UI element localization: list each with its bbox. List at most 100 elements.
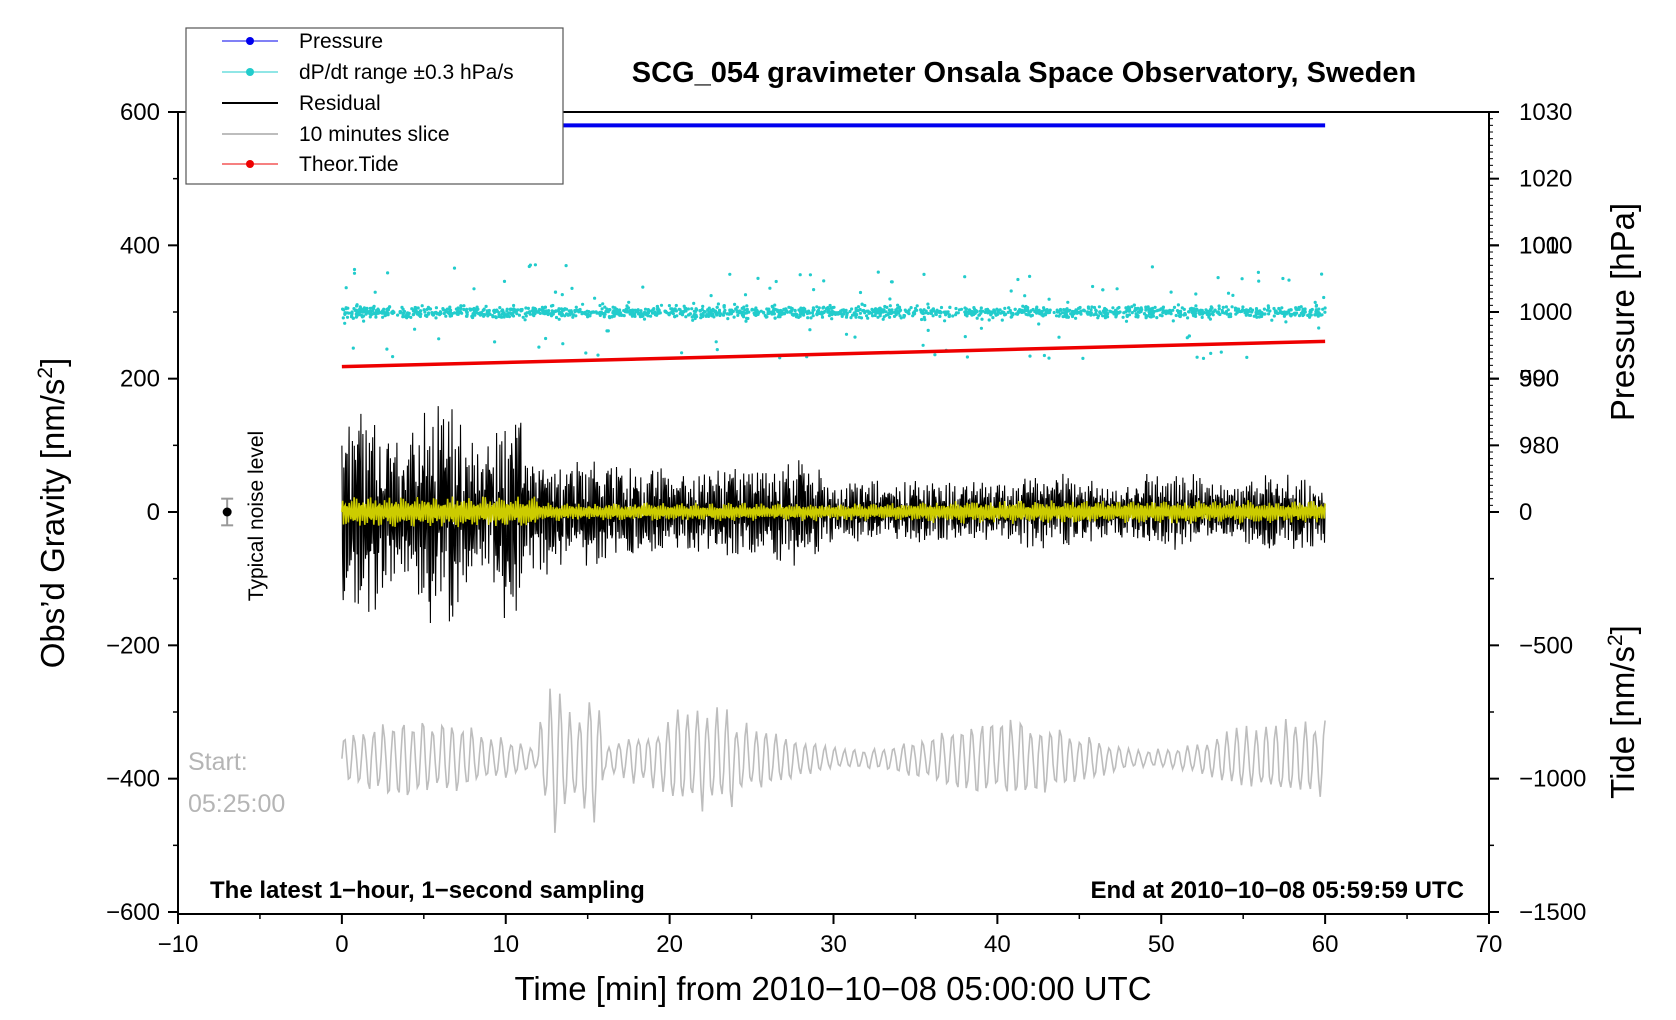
dpdt-point: [1013, 307, 1017, 311]
dpdt-point: [1234, 308, 1238, 312]
dpdt-point: [1226, 291, 1231, 295]
dpdt-point: [933, 353, 937, 357]
dpdt-point: [584, 351, 588, 355]
dpdt-point: [890, 280, 894, 284]
dpdt-point: [598, 303, 602, 308]
dpdt-point: [1247, 313, 1251, 317]
dpdt-point: [544, 336, 548, 341]
dpdt-point: [460, 311, 464, 315]
dpdt-point: [1278, 311, 1282, 315]
dpdt-point: [944, 310, 948, 314]
dpdt-point: [1201, 356, 1206, 360]
legend-item-tide: Theor.Tide: [222, 153, 399, 176]
dpdt-point: [1066, 309, 1071, 313]
dpdt-point: [475, 308, 479, 312]
dpdt-point: [794, 312, 798, 316]
dpdt-point: [574, 305, 578, 309]
dpdt-point: [1256, 312, 1260, 316]
dpdt-point: [844, 332, 849, 336]
dpdt-point: [802, 306, 806, 310]
dpdt-point: [376, 307, 380, 311]
dpdt-point: [1192, 314, 1196, 318]
dpdt-point: [1221, 305, 1225, 309]
dpdt-point: [771, 309, 776, 313]
dpdt-point: [494, 316, 498, 320]
dpdt-point: [1087, 311, 1091, 315]
dpdt-point: [1002, 310, 1006, 315]
dpdt-point: [921, 343, 925, 347]
dpdt-point: [524, 306, 528, 310]
dpdt-point: [828, 303, 832, 308]
dpdt-point: [773, 303, 777, 307]
dpdt-point: [998, 308, 1002, 312]
dpdt-point: [1074, 316, 1078, 320]
dpdt-point: [1079, 309, 1083, 314]
dpdt-point: [919, 308, 923, 312]
dpdt-point: [1094, 309, 1098, 313]
dpdt-point: [491, 315, 495, 319]
dpdt-point: [735, 309, 739, 313]
y-tide-tick-label: 1000: [1519, 232, 1572, 259]
dpdt-point: [876, 315, 880, 319]
dpdt-point: [673, 315, 677, 319]
dpdt-point: [649, 309, 653, 313]
dpdt-point: [777, 309, 781, 313]
dpdt-point: [1054, 314, 1059, 318]
dpdt-point: [963, 335, 967, 339]
dpdt-point: [973, 307, 977, 311]
dpdt-point: [1217, 304, 1221, 308]
dpdt-point: [705, 313, 709, 317]
dpdt-point: [922, 272, 926, 276]
dpdt-point: [996, 312, 1000, 316]
residual-smoothed-series-line: [341, 496, 1326, 528]
dpdt-point: [1314, 304, 1318, 308]
dpdt-point: [983, 310, 987, 314]
dpdt-point: [977, 313, 981, 317]
dpdt-point: [543, 309, 547, 313]
dpdt-point: [1246, 310, 1250, 314]
plot-area: [341, 123, 1327, 833]
dpdt-point: [1016, 277, 1020, 282]
dpdt-point: [1161, 307, 1165, 311]
dpdt-point: [1144, 308, 1148, 312]
dpdt-point: [798, 309, 802, 313]
dpdt-point: [876, 270, 880, 274]
dpdt-point: [691, 318, 695, 322]
dpdt-point: [523, 318, 527, 322]
dpdt-point: [931, 314, 935, 318]
dpdt-point: [1158, 313, 1162, 317]
dpdt-point: [743, 293, 748, 297]
y-pressure-tick-label: 1020: [1519, 166, 1572, 193]
y-axis-label-pressure: Pressure [hPa]: [1604, 203, 1641, 421]
dpdt-point: [700, 307, 704, 311]
dpdt-point: [1040, 313, 1044, 317]
dpdt-point: [373, 290, 377, 294]
dpdt-point: [612, 309, 617, 313]
legend: Pressure dP/dt range ±0.3 hPa/s Residual…: [185, 27, 564, 185]
dpdt-point: [745, 304, 749, 308]
legend-label-residual: Residual: [299, 92, 381, 115]
dpdt-point: [1132, 303, 1136, 307]
dpdt-point: [715, 305, 719, 309]
noise-level-label: Typical noise level: [245, 431, 268, 601]
dpdt-point: [345, 315, 350, 319]
dpdt-point: [1115, 287, 1119, 291]
dpdt-point: [750, 307, 754, 311]
dpdt-point: [1259, 312, 1263, 316]
dpdt-point: [765, 315, 769, 319]
dpdt-point: [1287, 278, 1291, 282]
dpdt-point: [1231, 293, 1235, 297]
start-time-label: 05:25:00: [188, 790, 285, 818]
dpdt-point: [716, 302, 721, 306]
dpdt-point: [643, 310, 647, 314]
dpdt-point: [528, 312, 532, 316]
y-left-tick-label: 0: [147, 499, 160, 526]
dpdt-point: [1257, 309, 1261, 313]
dpdt-point: [967, 310, 971, 315]
dpdt-point: [1217, 307, 1221, 311]
dpdt-point: [573, 309, 577, 313]
dpdt-point: [1042, 353, 1046, 358]
dpdt-point: [543, 305, 548, 309]
dpdt-point: [806, 316, 810, 320]
dpdt-point: [1165, 309, 1169, 313]
